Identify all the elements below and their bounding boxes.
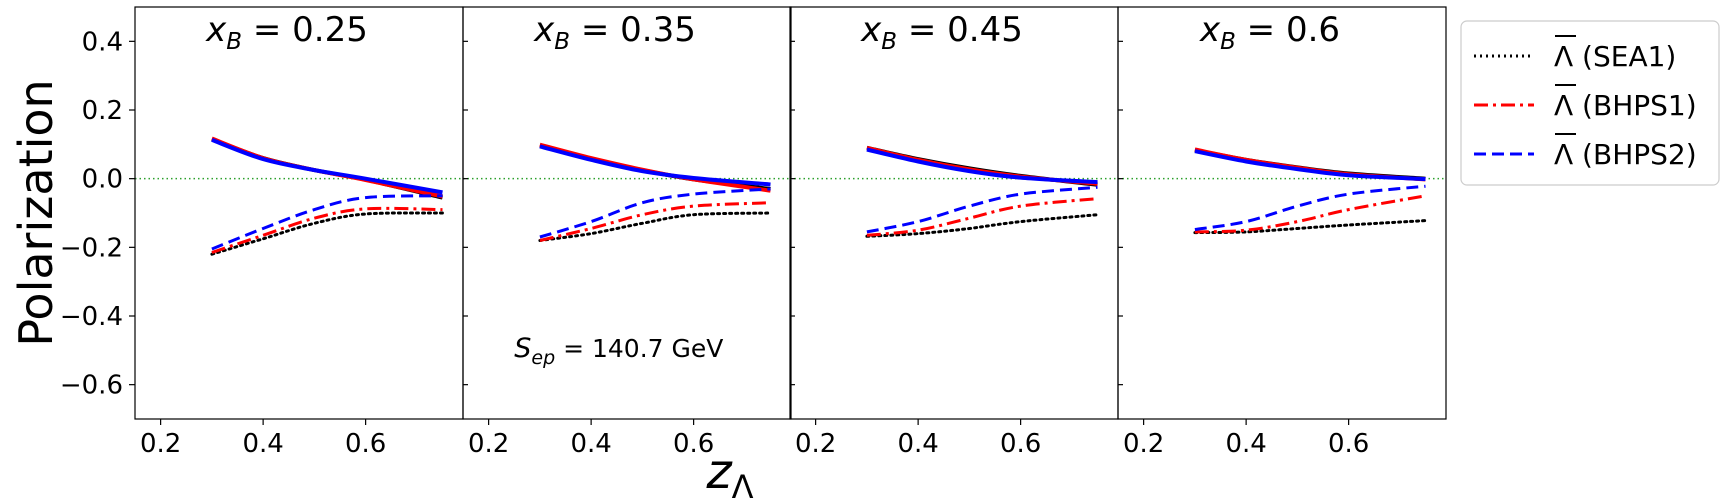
panel-title-var: x (533, 10, 555, 50)
y-axis-label: Polarization (9, 79, 63, 346)
series-line-4 (538, 211, 772, 242)
x-tick-label: 0.2 (795, 429, 836, 459)
panel-title-sub: B (554, 29, 570, 55)
x-tick-label: 0.2 (1123, 429, 1164, 459)
x-axis-label-main: z (705, 444, 733, 500)
legend-label: Λ (BHPS2) (1554, 138, 1697, 171)
series-line-6 (866, 185, 1098, 234)
energy-annotation: Sep = 140.7 GeV (514, 333, 723, 369)
series-line-6 (539, 187, 771, 239)
y-tick-label: −0.6 (60, 371, 123, 401)
x-tick-label: 0.2 (468, 429, 509, 459)
panel-title: xB = 0.45 (860, 10, 1023, 55)
legend-symbol: Λ (1554, 138, 1573, 171)
panel-curves (538, 142, 772, 242)
panel-title-var: x (1199, 10, 1221, 50)
series-line-5 (1194, 194, 1426, 234)
y-tick-label: 0.4 (82, 27, 123, 57)
panel-title-sub: B (226, 29, 242, 55)
x-tick-label: 0.6 (1000, 429, 1041, 459)
legend-entry: Λ (BHPS1) (1474, 84, 1697, 122)
panel-title: xB = 0.6 (1199, 10, 1340, 55)
annotation-rest: = 140.7 GeV (555, 334, 723, 363)
legend-label: Λ (BHPS1) (1554, 89, 1697, 122)
x-tick-label: 0.6 (345, 429, 386, 459)
panel-3: 0.2 0.4 0.6 xB = 0.45 (789, 6, 1119, 459)
x-tick-label: 0.4 (570, 429, 611, 459)
x-axis-label: zΛ (705, 444, 753, 503)
panel-2: 0.2 0.4 0.6 xB = 0.35 (462, 6, 792, 459)
x-tick-label: 0.4 (897, 429, 938, 459)
y-tick-label: −0.4 (60, 302, 123, 332)
panel-4: 0.2 0.4 0.6 xB = 0.6 (1117, 6, 1447, 459)
panel-curves (210, 136, 444, 256)
panel-curves (1193, 147, 1427, 235)
panel-title-sub: B (1220, 29, 1236, 55)
legend-entry: Λ (SEA1) (1474, 35, 1676, 73)
panel-title: xB = 0.35 (533, 10, 696, 55)
legend-text: (BHPS1) (1573, 89, 1696, 122)
series-line-5 (539, 201, 771, 242)
annotation-sub: ep (531, 347, 555, 369)
y-tick-label: 0.0 (82, 165, 123, 195)
series-line-4 (210, 211, 444, 256)
annotation-main: S (514, 333, 531, 364)
x-tick-label: 0.2 (140, 429, 181, 459)
panel-title-value: = 0.45 (897, 10, 1023, 50)
panel-title: xB = 0.25 (205, 10, 368, 55)
legend-box (1460, 20, 1720, 186)
panel-curves (865, 145, 1099, 238)
y-tick-label: 0.2 (82, 96, 123, 126)
panel-title-value: = 0.25 (242, 10, 368, 50)
series-line-3 (866, 147, 1098, 185)
panel-frame (1117, 6, 1447, 420)
x-tick-label: 0.4 (242, 429, 283, 459)
legend-symbol: Λ (1554, 40, 1573, 73)
series-line-1 (1194, 148, 1426, 181)
series-line-3 (1194, 149, 1426, 181)
panel-title-var: x (860, 10, 882, 50)
legend-label: Λ (SEA1) (1554, 40, 1676, 73)
series-line-6 (1194, 184, 1426, 231)
panel-frame (462, 6, 792, 420)
panel-frame (789, 6, 1119, 420)
series-line-5 (211, 206, 443, 254)
x-tick-label: 0.6 (1328, 429, 1369, 459)
x-tick-label: 0.6 (673, 429, 714, 459)
series-line-6 (211, 194, 443, 251)
series-line-5 (866, 197, 1098, 237)
series-line-4 (865, 213, 1099, 238)
panel-title-sub: B (881, 29, 897, 55)
legend-entry: Λ (BHPS2) (1474, 133, 1697, 171)
series-line-3 (539, 144, 771, 187)
legend-text: (SEA1) (1573, 40, 1676, 73)
legend: Λ (SEA1)Λ (BHPS1)Λ (BHPS2) (1460, 20, 1720, 186)
series-line-3 (211, 138, 443, 195)
panel-1: 0.2 0.4 0.6 −0.6 −0.4 −0.2 0.0 0.2 0.4 xB = 0.25 (60, 6, 464, 459)
panel-title-var: x (205, 10, 227, 50)
legend-text: (BHPS2) (1573, 138, 1696, 171)
legend-symbol: Λ (1554, 89, 1573, 122)
panel-title-value: = 0.6 (1236, 10, 1340, 50)
x-axis-label-sub: Λ (732, 468, 754, 503)
y-tick-label: −0.2 (60, 233, 123, 263)
x-tick-label: 0.4 (1225, 429, 1266, 459)
series-line-2 (539, 142, 771, 193)
panel-title-value: = 0.35 (570, 10, 696, 50)
